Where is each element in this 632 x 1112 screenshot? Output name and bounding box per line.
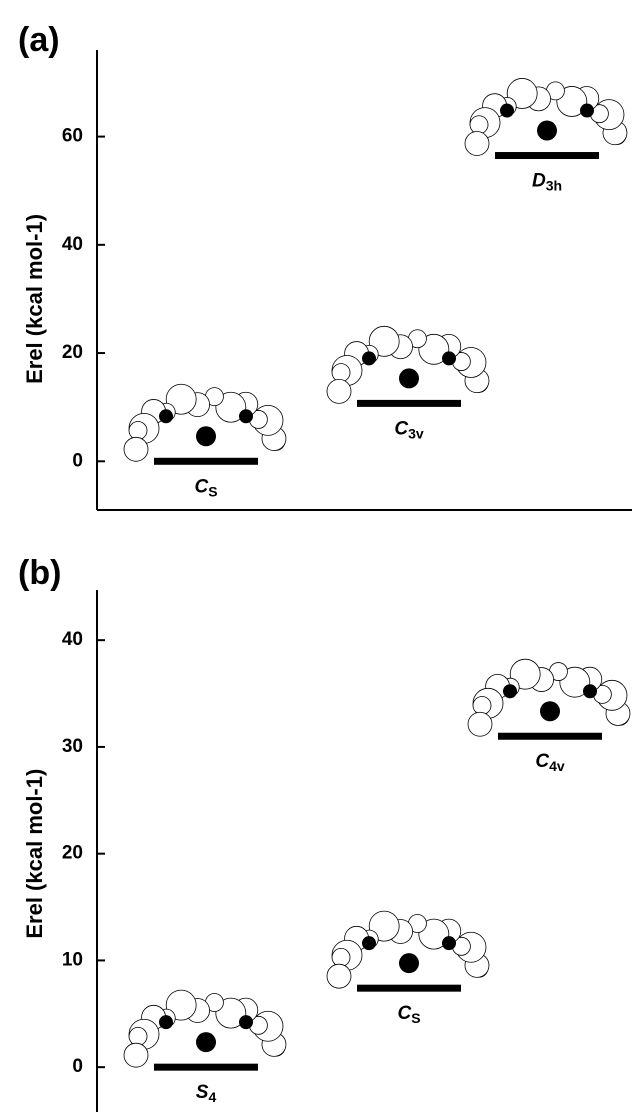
atom xyxy=(159,409,173,423)
atom xyxy=(473,696,491,714)
atom xyxy=(537,121,557,141)
y-tick-label: 20 xyxy=(62,843,83,864)
atom xyxy=(239,409,253,423)
y-tick-label: 0 xyxy=(72,1056,83,1077)
panel-title: (b) xyxy=(18,554,61,592)
atom xyxy=(124,1043,148,1067)
y-tick-label: 60 xyxy=(62,126,83,147)
y-tick-label: 30 xyxy=(62,736,83,757)
atom xyxy=(580,104,594,118)
y-tick-label: 20 xyxy=(62,342,83,363)
atom xyxy=(332,364,350,382)
atom xyxy=(399,953,419,973)
panel-title: (a) xyxy=(18,21,60,59)
atom xyxy=(159,1015,173,1029)
molecule xyxy=(465,78,627,155)
level-label: CS xyxy=(397,1003,420,1026)
energy-level xyxy=(154,1064,258,1071)
y-axis-label: Erel (kcal mol-1) xyxy=(22,769,47,939)
energy-level xyxy=(154,458,258,465)
level-label: D3h xyxy=(532,171,562,194)
atom xyxy=(500,104,514,118)
atom xyxy=(442,936,456,950)
molecule xyxy=(124,990,286,1067)
atom xyxy=(327,964,351,988)
molecule xyxy=(124,384,286,461)
level-label: S4 xyxy=(196,1082,217,1105)
atom xyxy=(362,936,376,950)
atom xyxy=(442,351,456,365)
molecule xyxy=(468,659,630,736)
atom xyxy=(129,422,147,440)
atom xyxy=(362,351,376,365)
energy-level xyxy=(498,733,602,740)
level-label: C4v xyxy=(535,751,565,774)
atom xyxy=(399,368,419,388)
figure: (a) Erel (kcal mol-1) 0 20 40 60 CS C3v D3h (b) Er… xyxy=(0,0,632,1112)
y-axis-label: Erel (kcal mol-1) xyxy=(22,214,47,384)
atom xyxy=(124,437,148,461)
atom xyxy=(327,379,351,403)
atom xyxy=(465,132,489,156)
atom xyxy=(583,684,597,698)
level-label: C3v xyxy=(394,418,424,441)
y-tick-label: 40 xyxy=(62,629,83,650)
energy-level xyxy=(357,985,461,992)
y-tick-label: 0 xyxy=(72,450,83,471)
atom xyxy=(129,1027,147,1045)
atom xyxy=(332,948,350,966)
y-tick-label: 10 xyxy=(62,949,83,970)
atom xyxy=(468,712,492,736)
atom xyxy=(540,701,560,721)
energy-level xyxy=(495,152,599,159)
energy-level xyxy=(357,400,461,407)
molecule xyxy=(327,911,489,988)
molecule xyxy=(327,326,489,403)
atom xyxy=(196,1032,216,1052)
level-label: CS xyxy=(194,476,217,499)
page: {"chart_data": [ {"type": "level", "titl… xyxy=(0,0,632,1112)
atom xyxy=(239,1015,253,1029)
y-tick-label: 40 xyxy=(62,234,83,255)
atom xyxy=(470,116,488,134)
atom xyxy=(503,684,517,698)
atom xyxy=(196,426,216,446)
